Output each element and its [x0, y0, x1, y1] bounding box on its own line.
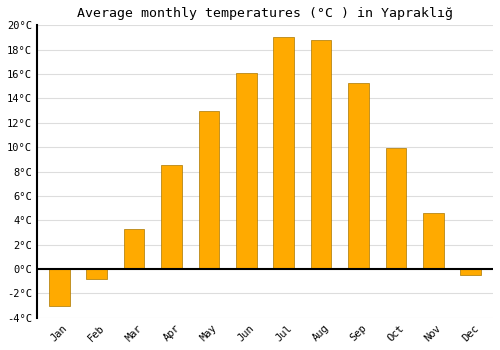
- Bar: [310, 40, 332, 269]
- Bar: [423, 213, 444, 269]
- Bar: [86, 269, 107, 279]
- Title: Average monthly temperatures (°C ) in Yapraklığ: Average monthly temperatures (°C ) in Ya…: [77, 7, 453, 20]
- Bar: [348, 83, 368, 269]
- Bar: [198, 111, 219, 269]
- Bar: [236, 73, 256, 269]
- Bar: [124, 229, 144, 269]
- Bar: [460, 269, 481, 275]
- Bar: [274, 37, 294, 269]
- Bar: [49, 269, 70, 306]
- Bar: [161, 166, 182, 269]
- Bar: [386, 148, 406, 269]
